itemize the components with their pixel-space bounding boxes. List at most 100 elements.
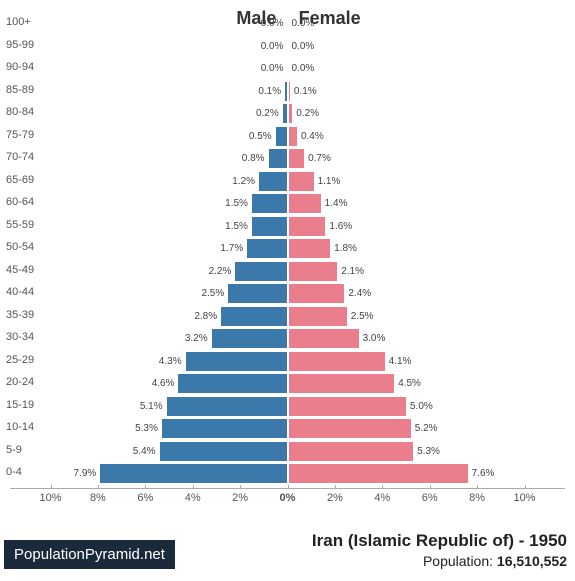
- footer: PopulationPyramid.net Iran (Islamic Repu…: [4, 527, 571, 569]
- female-pct: 2.1%: [341, 266, 364, 277]
- female-bar: [288, 59, 289, 78]
- female-pct: 0.7%: [308, 153, 331, 164]
- age-label: 15-19: [6, 399, 48, 411]
- pyramid-row: 75-790.5%0.4%: [10, 125, 565, 148]
- age-label: 10-14: [6, 421, 48, 433]
- female-pct: 0.1%: [294, 86, 317, 97]
- female-bar: [288, 217, 326, 236]
- pyramid-row: 60-641.5%1.4%: [10, 192, 565, 215]
- male-pct: 5.3%: [135, 423, 158, 434]
- pyramid-row: 5-95.4%5.3%: [10, 440, 565, 463]
- female-bar: [288, 284, 345, 303]
- female-bar: [288, 442, 414, 461]
- female-bar: [288, 329, 359, 348]
- male-pct: 1.7%: [220, 243, 243, 254]
- male-bar: [228, 284, 287, 303]
- x-tick-label: 2%: [327, 492, 343, 504]
- female-bar: [288, 104, 293, 123]
- female-bar: [288, 14, 289, 33]
- female-bar: [288, 374, 395, 393]
- age-label: 25-29: [6, 354, 48, 366]
- male-bar: [100, 464, 287, 483]
- age-label: 35-39: [6, 309, 48, 321]
- pyramid-row: 35-392.8%2.5%: [10, 305, 565, 328]
- female-pct: 0.0%: [292, 63, 315, 74]
- male-pct: 0.0%: [261, 63, 284, 74]
- x-tick-label: 4%: [185, 492, 201, 504]
- x-tick-label: 2%: [232, 492, 248, 504]
- age-label: 45-49: [6, 264, 48, 276]
- age-label: 5-9: [6, 444, 48, 456]
- x-tick-mark: [335, 485, 336, 489]
- age-label: 75-79: [6, 129, 48, 141]
- male-pct: 2.2%: [209, 266, 232, 277]
- male-bar: [160, 442, 288, 461]
- male-pct: 0.1%: [258, 86, 281, 97]
- female-pct: 1.6%: [329, 221, 352, 232]
- female-bar: [288, 194, 321, 213]
- pyramid-row: 45-492.2%2.1%: [10, 260, 565, 283]
- x-tick-label: 10%: [513, 492, 535, 504]
- age-label: 100+: [6, 16, 48, 28]
- x-tick-mark: [240, 485, 241, 489]
- pyramid-row: 25-294.3%4.1%: [10, 350, 565, 373]
- pyramid-row: 85-890.1%0.1%: [10, 80, 565, 103]
- female-bar: [288, 127, 297, 146]
- pyramid-row: 0-47.9%7.6%: [10, 462, 565, 485]
- male-bar: [252, 217, 288, 236]
- female-bar: [288, 37, 289, 56]
- female-pct: 5.3%: [417, 446, 440, 457]
- x-tick-label: 8%: [90, 492, 106, 504]
- x-tick-mark: [525, 485, 526, 489]
- male-pct: 0.5%: [249, 131, 272, 142]
- pyramid-row: 100+0.0%0.0%: [10, 12, 565, 35]
- population-label: Population:: [423, 553, 497, 569]
- x-tick-label: 8%: [469, 492, 485, 504]
- male-bar: [167, 397, 288, 416]
- female-bar: [288, 464, 468, 483]
- x-tick-mark: [98, 485, 99, 489]
- male-pct: 0.2%: [256, 108, 279, 119]
- x-tick-mark: [145, 485, 146, 489]
- female-pct: 1.4%: [325, 198, 348, 209]
- population-value: 16,510,552: [497, 553, 567, 569]
- pyramid-chart: Male Female 100+0.0%0.0%95-990.0%0.0%90-…: [10, 8, 565, 508]
- female-pct: 1.8%: [334, 243, 357, 254]
- age-label: 40-44: [6, 286, 48, 298]
- pyramid-row: 30-343.2%3.0%: [10, 327, 565, 350]
- male-pct: 1.5%: [225, 198, 248, 209]
- male-bar: [212, 329, 288, 348]
- age-label: 95-99: [6, 39, 48, 51]
- male-pct: 2.5%: [201, 288, 224, 299]
- male-bar: [247, 239, 287, 258]
- pyramid-row: 15-195.1%5.0%: [10, 395, 565, 418]
- female-pct: 0.4%: [301, 131, 324, 142]
- female-bar: [288, 82, 290, 101]
- male-pct: 0.0%: [261, 41, 284, 52]
- male-pct: 5.4%: [133, 446, 156, 457]
- female-pct: 0.2%: [296, 108, 319, 119]
- pyramid-row: 70-740.8%0.7%: [10, 147, 565, 170]
- x-axis: 10%8%6%4%2%0%2%4%6%8%10%: [10, 488, 565, 508]
- female-bar: [288, 262, 338, 281]
- male-bar: [269, 149, 288, 168]
- female-pct: 0.0%: [292, 41, 315, 52]
- male-bar: [162, 419, 288, 438]
- x-tick-label: 6%: [422, 492, 438, 504]
- age-label: 90-94: [6, 61, 48, 73]
- male-pct: 0.8%: [242, 153, 265, 164]
- male-pct: 1.2%: [232, 176, 255, 187]
- male-bar: [186, 352, 288, 371]
- x-tick-mark: [477, 485, 478, 489]
- male-pct: 4.3%: [159, 356, 182, 367]
- age-label: 30-34: [6, 331, 48, 343]
- female-pct: 1.1%: [318, 176, 341, 187]
- female-bar: [288, 352, 385, 371]
- female-bar: [288, 172, 314, 191]
- age-label: 50-54: [6, 241, 48, 253]
- female-bar: [288, 419, 411, 438]
- age-label: 0-4: [6, 466, 48, 478]
- male-pct: 7.9%: [73, 468, 96, 479]
- pyramid-row: 80-840.2%0.2%: [10, 102, 565, 125]
- female-pct: 3.0%: [363, 333, 386, 344]
